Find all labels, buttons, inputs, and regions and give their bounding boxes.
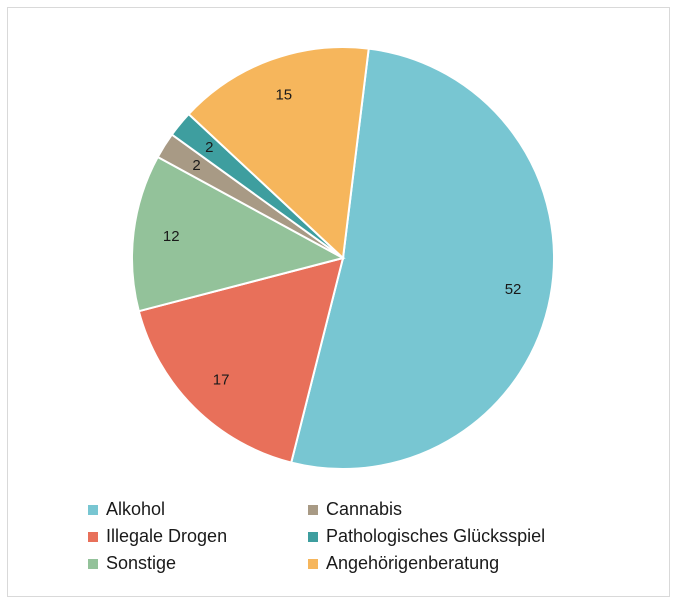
pie-slices [131, 46, 555, 470]
data-label-cannabis: 2 [192, 157, 200, 174]
slice-labels: 52 17 12 22 15 [163, 86, 521, 388]
legend-label-pathologisches-glucksspiel: Pathologisches Glücksspiel [326, 526, 545, 546]
data-label-sonstige: 12 [163, 228, 180, 245]
data-label-illegale-drogen: 17 [213, 372, 230, 389]
legend-label-cannabis: Cannabis [326, 499, 402, 519]
legend-swatch-sonstige [88, 559, 98, 569]
legend-swatch-angehorigenberatung [308, 559, 318, 569]
slice-alkohol [290, 47, 555, 470]
data-label-alkohol: 52 [505, 281, 522, 298]
legend-swatch-cannabis [308, 505, 318, 515]
data-label-angehorigenberatung: 15 [275, 86, 292, 103]
legend-label-sonstige: Sonstige [106, 553, 176, 573]
legend-label-angehorigenberatung: Angehörigenberatung [326, 553, 499, 573]
legend-swatch-illegale-drogen [88, 532, 98, 542]
legend-label-alkohol: Alkohol [106, 499, 165, 519]
slice-sonstige [131, 155, 346, 313]
legend: Alkohol Cannabis Illegale Drogen Pathologis… [88, 499, 545, 573]
slice-illegale-drogen [137, 256, 345, 464]
legend-swatch-alkohol [88, 505, 98, 515]
slice-angehorigenberatung [187, 46, 370, 261]
data-label-pathologisches-glucksspiel: 2 [205, 139, 213, 156]
legend-label-illegale-drogen: Illegale Drogen [106, 526, 227, 546]
legend-swatch-pathologisches-glucksspiel [308, 532, 318, 542]
